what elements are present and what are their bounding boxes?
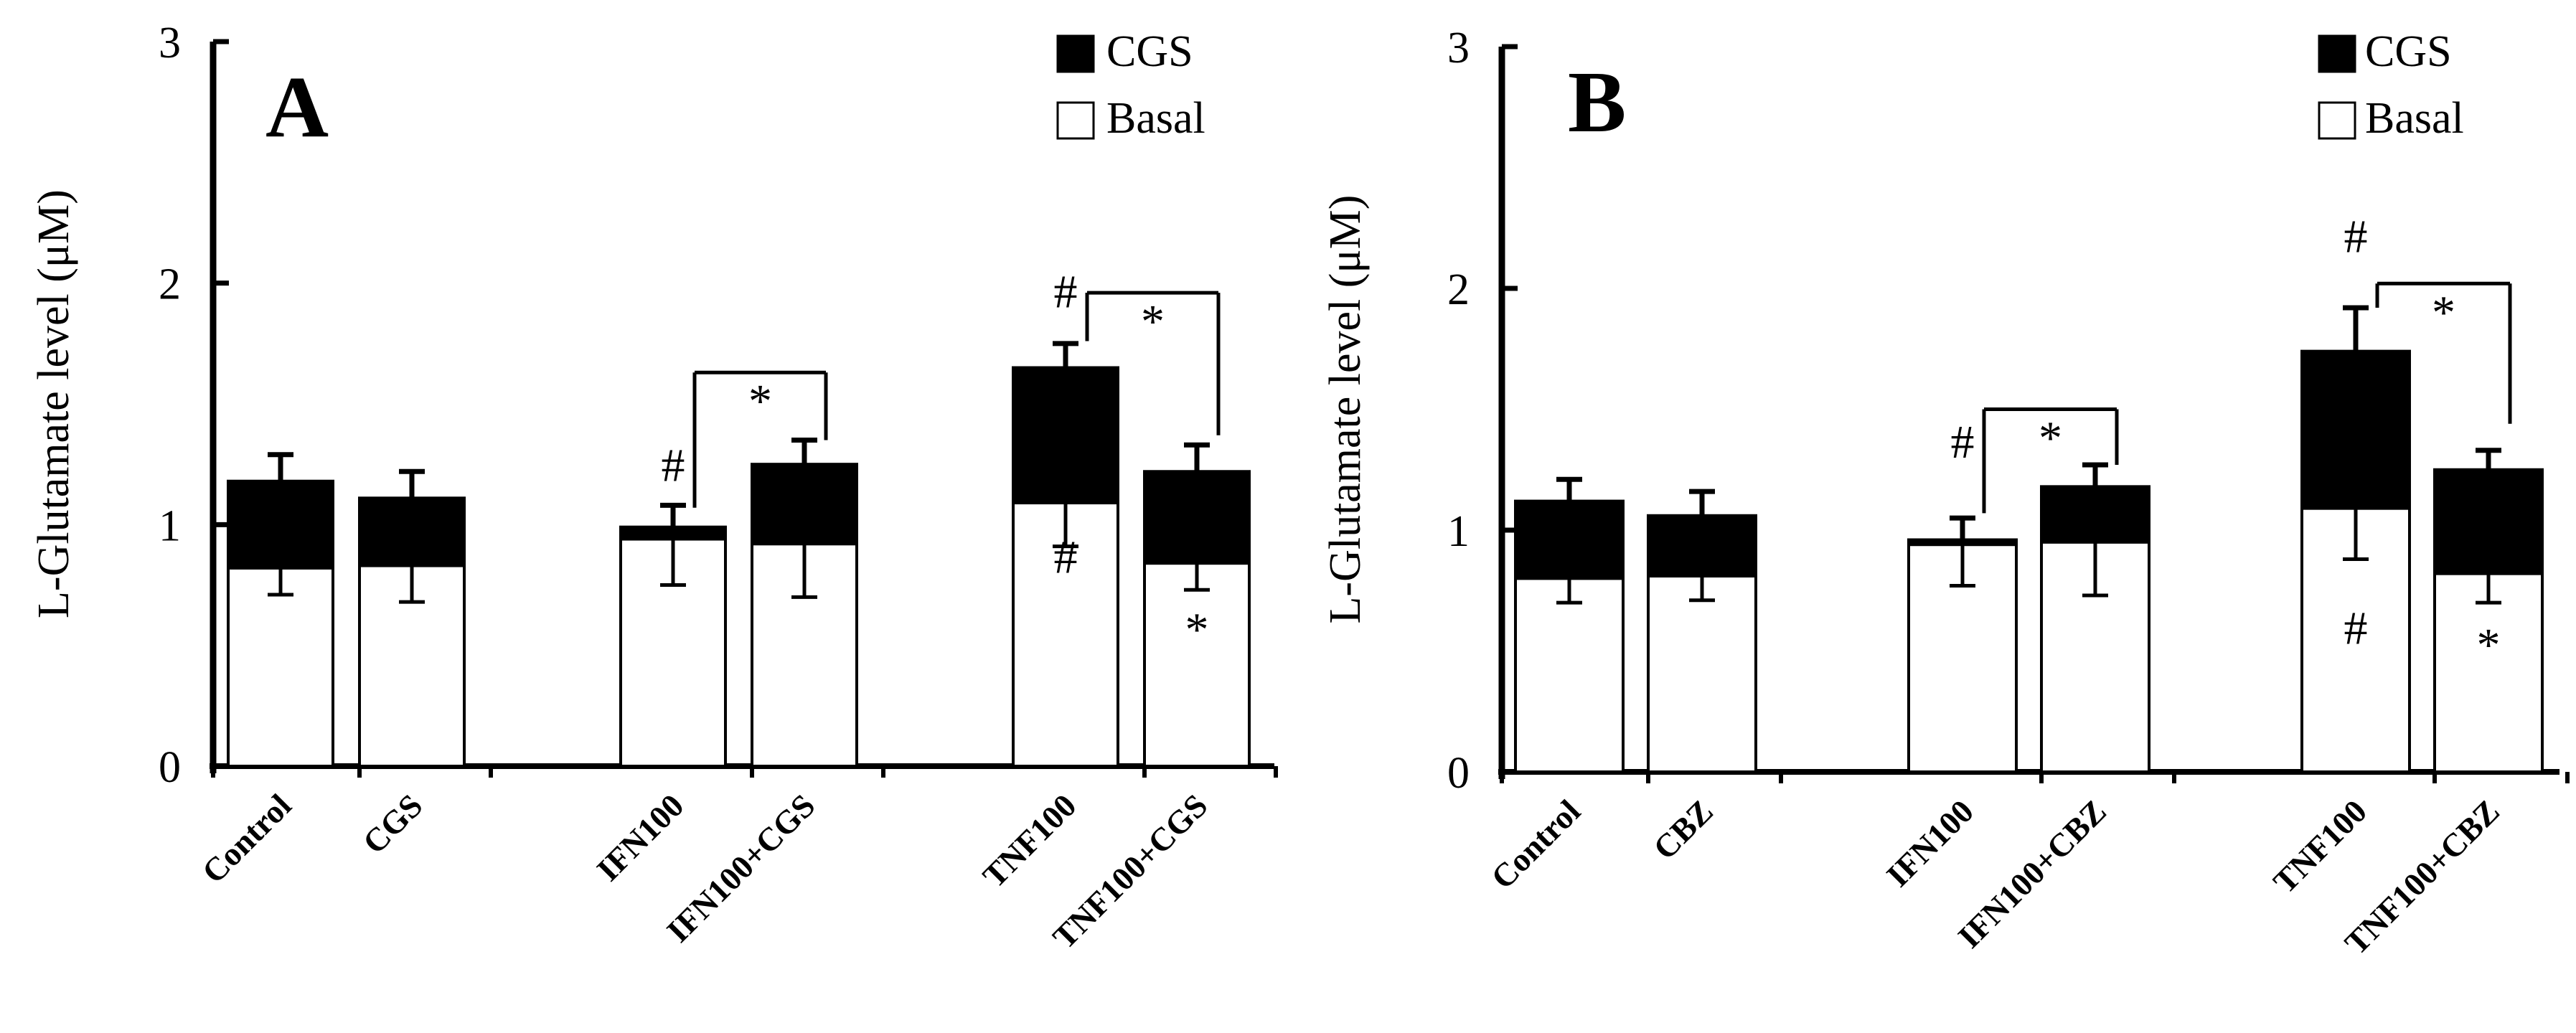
panel-letter: B (1568, 54, 1626, 151)
category-label: IFN100 (1879, 793, 1980, 894)
bar-basal (1143, 562, 1251, 768)
y-tick-label: 2 (159, 260, 181, 309)
y-axis-title: L-Glutamate level (μM) (1321, 195, 1370, 624)
hash-marker: # (2344, 210, 2368, 263)
hash-marker: # (1054, 265, 1078, 318)
category-label: TNF100 (976, 787, 1083, 895)
y-tick-label: 2 (1447, 265, 1470, 314)
chart-panel-b: 0 1 2 3 L-Glutamate level (μM) B CGS Basal Contr… (1321, 24, 2570, 961)
category-label: CBZ (1646, 793, 1720, 867)
hash-marker: # (1054, 532, 1078, 584)
y-tick-label: 3 (159, 19, 181, 67)
bracket-star: * (2039, 412, 2062, 465)
bracket-star: * (748, 375, 772, 428)
category-label: TNF100 (2266, 793, 2374, 900)
legend-swatch-cgs (1056, 34, 1095, 73)
category-label: IFN100 (590, 787, 691, 888)
hash-marker: # (2344, 602, 2368, 654)
bar-basal (227, 566, 334, 768)
legend-label-cgs: CGS (1106, 27, 1193, 76)
legend-label-basal: Basal (1106, 94, 1205, 143)
bracket-star: * (2432, 286, 2455, 339)
bar-basal (2433, 572, 2544, 773)
y-tick-label: 1 (159, 501, 181, 550)
chart-panel-a: 0 1 2 3 L-Glutamate level (μM) A CGS Basal Contr… (29, 19, 1278, 956)
hash-marker: # (1951, 416, 1975, 468)
panel-letter: A (265, 59, 329, 156)
y-tick-label: 0 (159, 743, 181, 792)
category-label: Control (195, 787, 299, 890)
legend-swatch-basal (1056, 101, 1095, 140)
category-label: CGS (356, 787, 430, 861)
hash-marker: # (662, 440, 685, 492)
y-tick-label: 1 (1447, 507, 1470, 556)
y-axis-title: L-Glutamate level (μM) (29, 189, 78, 618)
significance-star: * (2477, 619, 2501, 671)
significance-star: * (1185, 604, 1209, 656)
bar-basal (619, 537, 727, 768)
bar-basal (1647, 575, 1757, 774)
legend-swatch-basal (2318, 101, 2356, 140)
legend-swatch-cgs (2318, 34, 2356, 73)
category-label: Control (1484, 793, 1587, 896)
legend-label-cgs: CGS (2365, 27, 2452, 76)
bar-basal (1514, 577, 1625, 774)
legend-label-basal: Basal (2365, 94, 2464, 143)
y-tick-label: 0 (1447, 749, 1470, 798)
bracket-star: * (1141, 296, 1165, 348)
y-tick-label: 3 (1447, 24, 1470, 72)
